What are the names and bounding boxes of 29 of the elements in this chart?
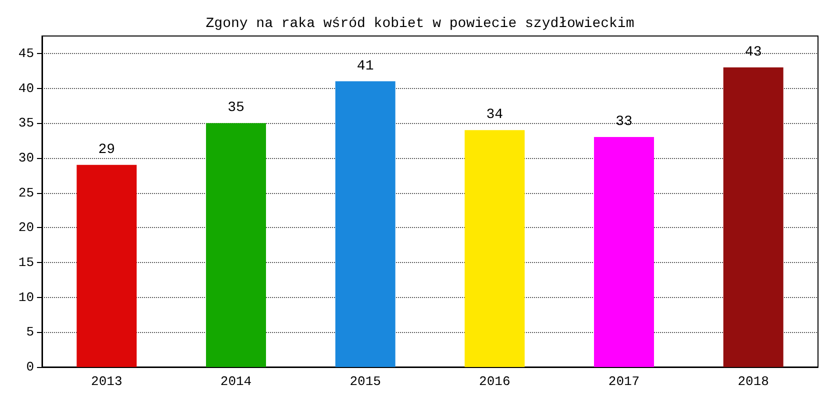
bar <box>594 137 654 367</box>
x-tick-label: 2015 <box>350 374 381 389</box>
data-label: 35 <box>228 100 244 116</box>
x-tick-label: 2017 <box>608 374 640 389</box>
y-tick-label: 35 <box>18 116 34 131</box>
bar <box>335 81 396 367</box>
bar <box>464 130 525 367</box>
data-label: 34 <box>486 107 504 124</box>
x-tick-label: 2014 <box>220 374 252 389</box>
y-tick-label: 5 <box>26 324 34 340</box>
y-tick-label: 10 <box>18 290 34 305</box>
y-tick-label: 20 <box>18 220 34 236</box>
data-label: 43 <box>744 44 762 60</box>
x-tick-label: 2016 <box>479 374 510 389</box>
bar <box>76 164 137 367</box>
x-tick-label: 2018 <box>738 374 769 389</box>
y-tick-label: 0 <box>26 360 34 374</box>
y-tick-label: 45 <box>18 46 34 61</box>
bar <box>206 123 266 367</box>
y-tick-label: 30 <box>18 150 34 166</box>
bar <box>723 67 784 367</box>
chart-title: Zgony na raka wśród kobiet w powiecie szydłowieckim <box>206 16 634 32</box>
data-label: 41 <box>356 58 374 74</box>
data-label: 33 <box>616 114 632 130</box>
x-tick-label: 2013 <box>91 374 122 389</box>
y-tick-label: 40 <box>18 80 34 96</box>
data-label: 29 <box>98 142 116 158</box>
y-tick-label: 15 <box>18 254 34 270</box>
y-tick-label: 25 <box>18 185 34 200</box>
